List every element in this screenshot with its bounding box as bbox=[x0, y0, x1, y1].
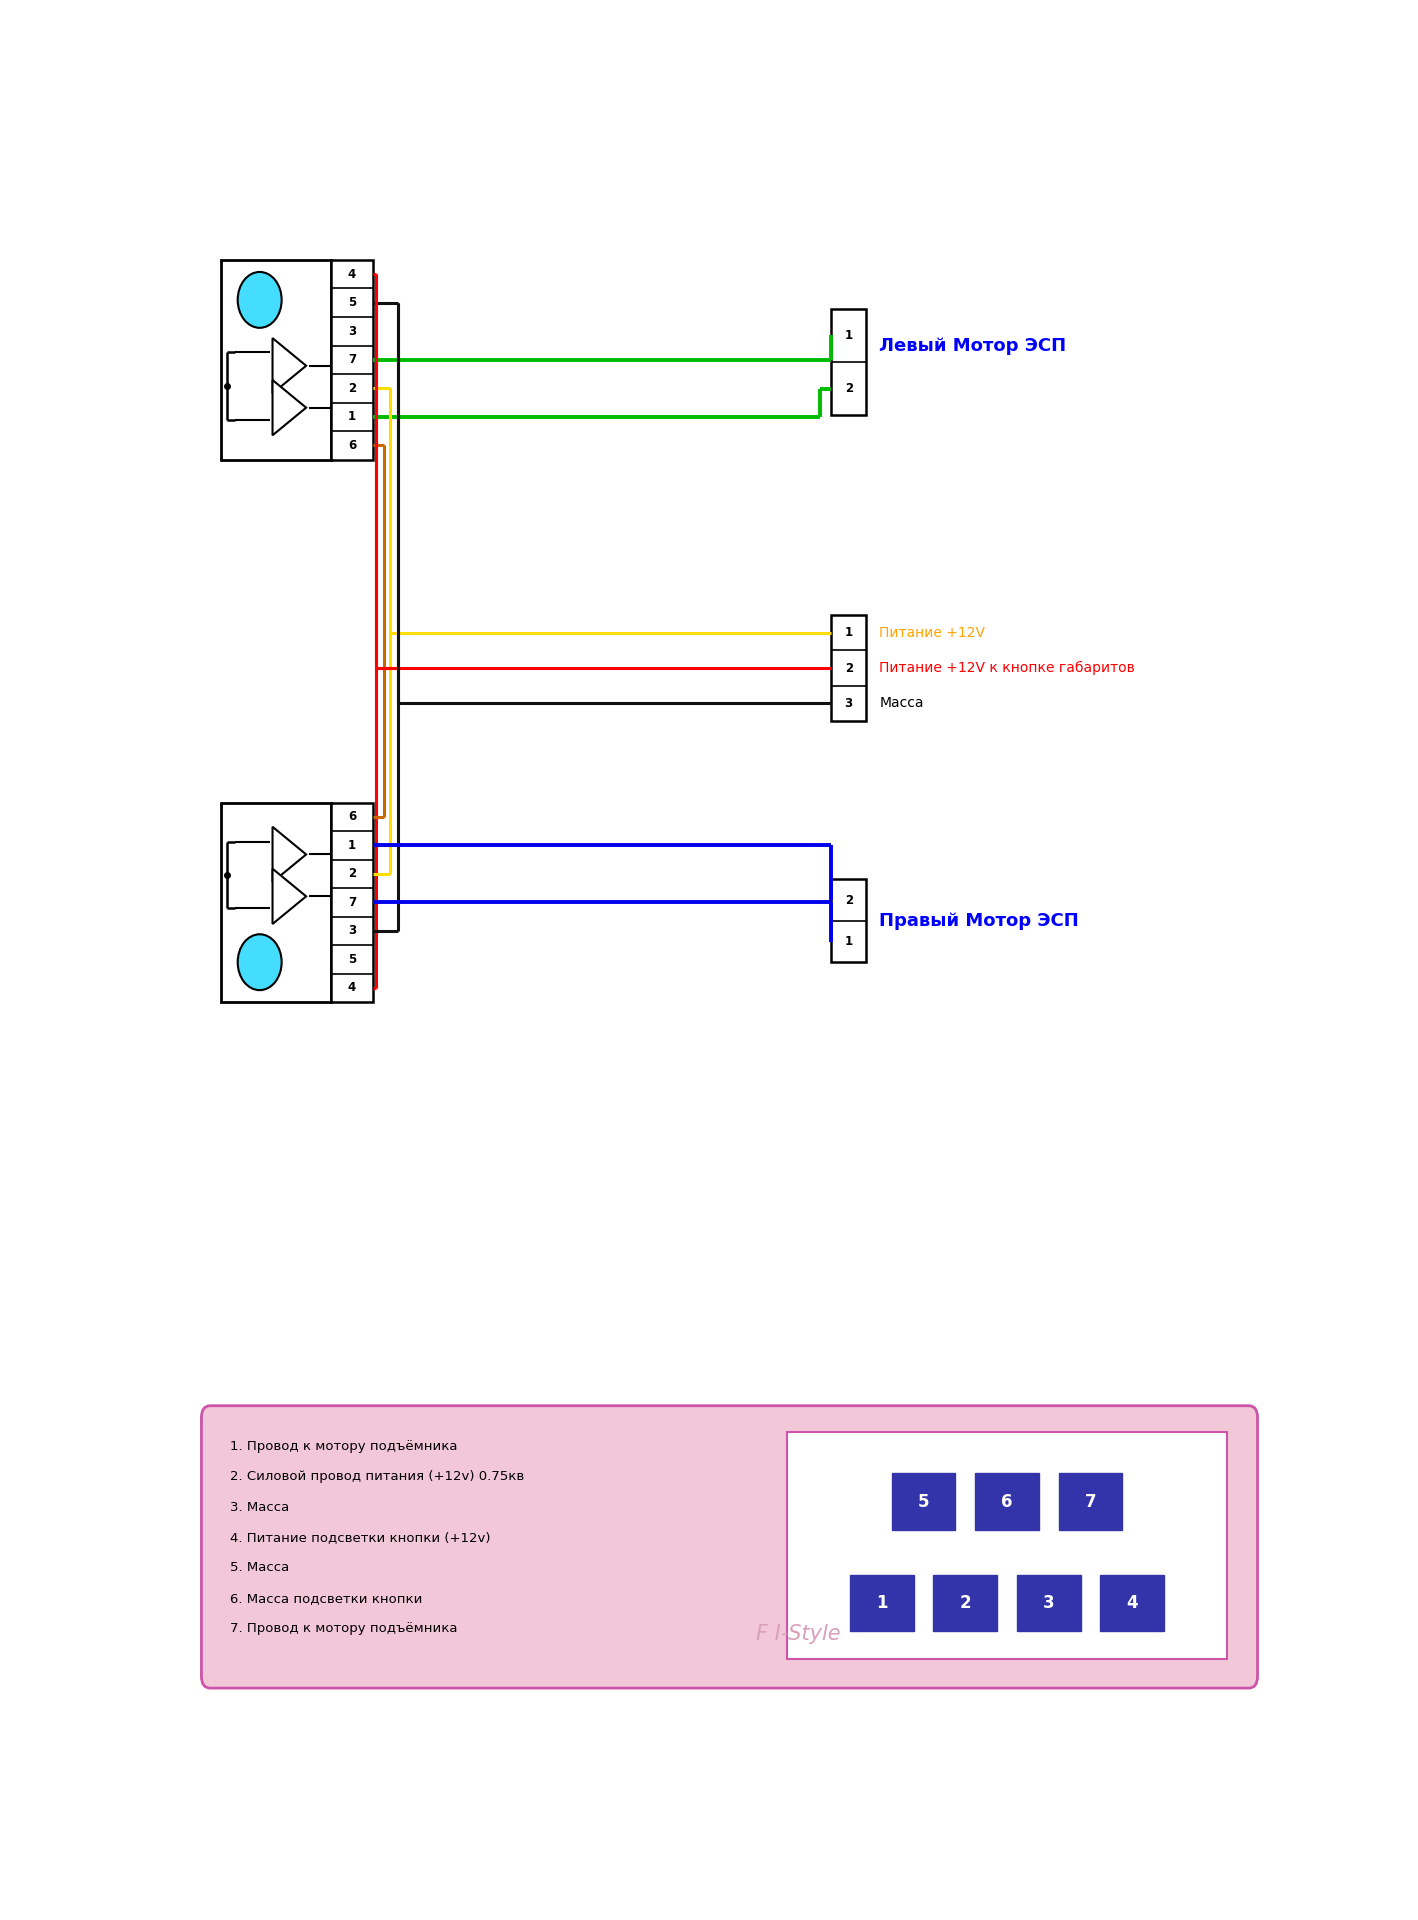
Bar bbox=[1017, 1574, 1081, 1632]
Bar bbox=[831, 614, 866, 722]
Polygon shape bbox=[272, 828, 306, 881]
Bar bbox=[332, 259, 373, 459]
Text: 7: 7 bbox=[347, 897, 356, 908]
Text: 1: 1 bbox=[845, 328, 852, 342]
Text: 2: 2 bbox=[845, 893, 852, 906]
Text: 4: 4 bbox=[347, 981, 356, 995]
Text: 2: 2 bbox=[845, 382, 852, 396]
Bar bbox=[787, 1432, 1227, 1659]
Bar bbox=[976, 1473, 1039, 1530]
Bar bbox=[221, 803, 332, 1002]
Text: Правый Мотор ЭСП: Правый Мотор ЭСП bbox=[879, 912, 1079, 929]
Text: Питание +12V к кнопке габаритов: Питание +12V к кнопке габаритов bbox=[879, 660, 1136, 676]
Text: 1: 1 bbox=[347, 411, 356, 422]
Text: 5: 5 bbox=[917, 1492, 929, 1511]
Text: 2. Силовой провод питания (+12v) 0.75кв: 2. Силовой провод питания (+12v) 0.75кв bbox=[230, 1471, 525, 1482]
Text: Левый Мотор ЭСП: Левый Мотор ЭСП bbox=[879, 338, 1066, 355]
Text: 1: 1 bbox=[845, 626, 852, 639]
Text: 2: 2 bbox=[347, 868, 356, 881]
Bar bbox=[1100, 1574, 1164, 1632]
Bar bbox=[849, 1574, 913, 1632]
Ellipse shape bbox=[238, 935, 282, 991]
Text: 6: 6 bbox=[347, 440, 356, 451]
Bar bbox=[1059, 1473, 1123, 1530]
FancyBboxPatch shape bbox=[201, 1405, 1258, 1688]
Text: 6. Масса подсветки кнопки: 6. Масса подсветки кнопки bbox=[230, 1592, 423, 1605]
Text: 2: 2 bbox=[347, 382, 356, 396]
Polygon shape bbox=[272, 868, 306, 924]
Polygon shape bbox=[272, 380, 306, 436]
Text: 2: 2 bbox=[845, 662, 852, 674]
Text: 4: 4 bbox=[1126, 1594, 1139, 1613]
Polygon shape bbox=[272, 338, 306, 394]
Bar bbox=[221, 259, 332, 459]
Text: 1: 1 bbox=[876, 1594, 888, 1613]
Bar bbox=[831, 879, 866, 962]
Text: 2: 2 bbox=[960, 1594, 971, 1613]
Text: 5: 5 bbox=[347, 296, 356, 309]
Bar bbox=[892, 1473, 956, 1530]
Text: 1: 1 bbox=[347, 839, 356, 852]
Text: 7: 7 bbox=[1085, 1492, 1096, 1511]
Text: 5. Масса: 5. Масса bbox=[230, 1561, 289, 1574]
Text: 3: 3 bbox=[845, 697, 852, 710]
Text: 3: 3 bbox=[347, 924, 356, 937]
Text: 6: 6 bbox=[347, 810, 356, 824]
Bar bbox=[831, 309, 866, 415]
Text: 3: 3 bbox=[347, 324, 356, 338]
Bar bbox=[332, 803, 373, 1002]
Text: 3: 3 bbox=[1042, 1594, 1055, 1613]
Text: 6: 6 bbox=[1001, 1492, 1012, 1511]
Text: 5: 5 bbox=[347, 952, 356, 966]
Bar bbox=[933, 1574, 997, 1632]
Text: 1: 1 bbox=[845, 935, 852, 948]
Text: F I-Style: F I-Style bbox=[756, 1624, 841, 1644]
Text: 7: 7 bbox=[347, 353, 356, 367]
Text: 4. Питание подсветки кнопки (+12v): 4. Питание подсветки кнопки (+12v) bbox=[230, 1530, 491, 1544]
Text: Масса: Масса bbox=[879, 697, 925, 710]
Text: Питание +12V: Питание +12V bbox=[879, 626, 986, 639]
Ellipse shape bbox=[238, 273, 282, 328]
Text: 4: 4 bbox=[347, 267, 356, 280]
Text: 3. Масса: 3. Масса bbox=[230, 1501, 289, 1513]
Text: 1. Провод к мотору подъёмника: 1. Провод к мотору подъёмника bbox=[230, 1440, 458, 1453]
Text: 7. Провод к мотору подъёмника: 7. Провод к мотору подъёмника bbox=[230, 1622, 458, 1636]
